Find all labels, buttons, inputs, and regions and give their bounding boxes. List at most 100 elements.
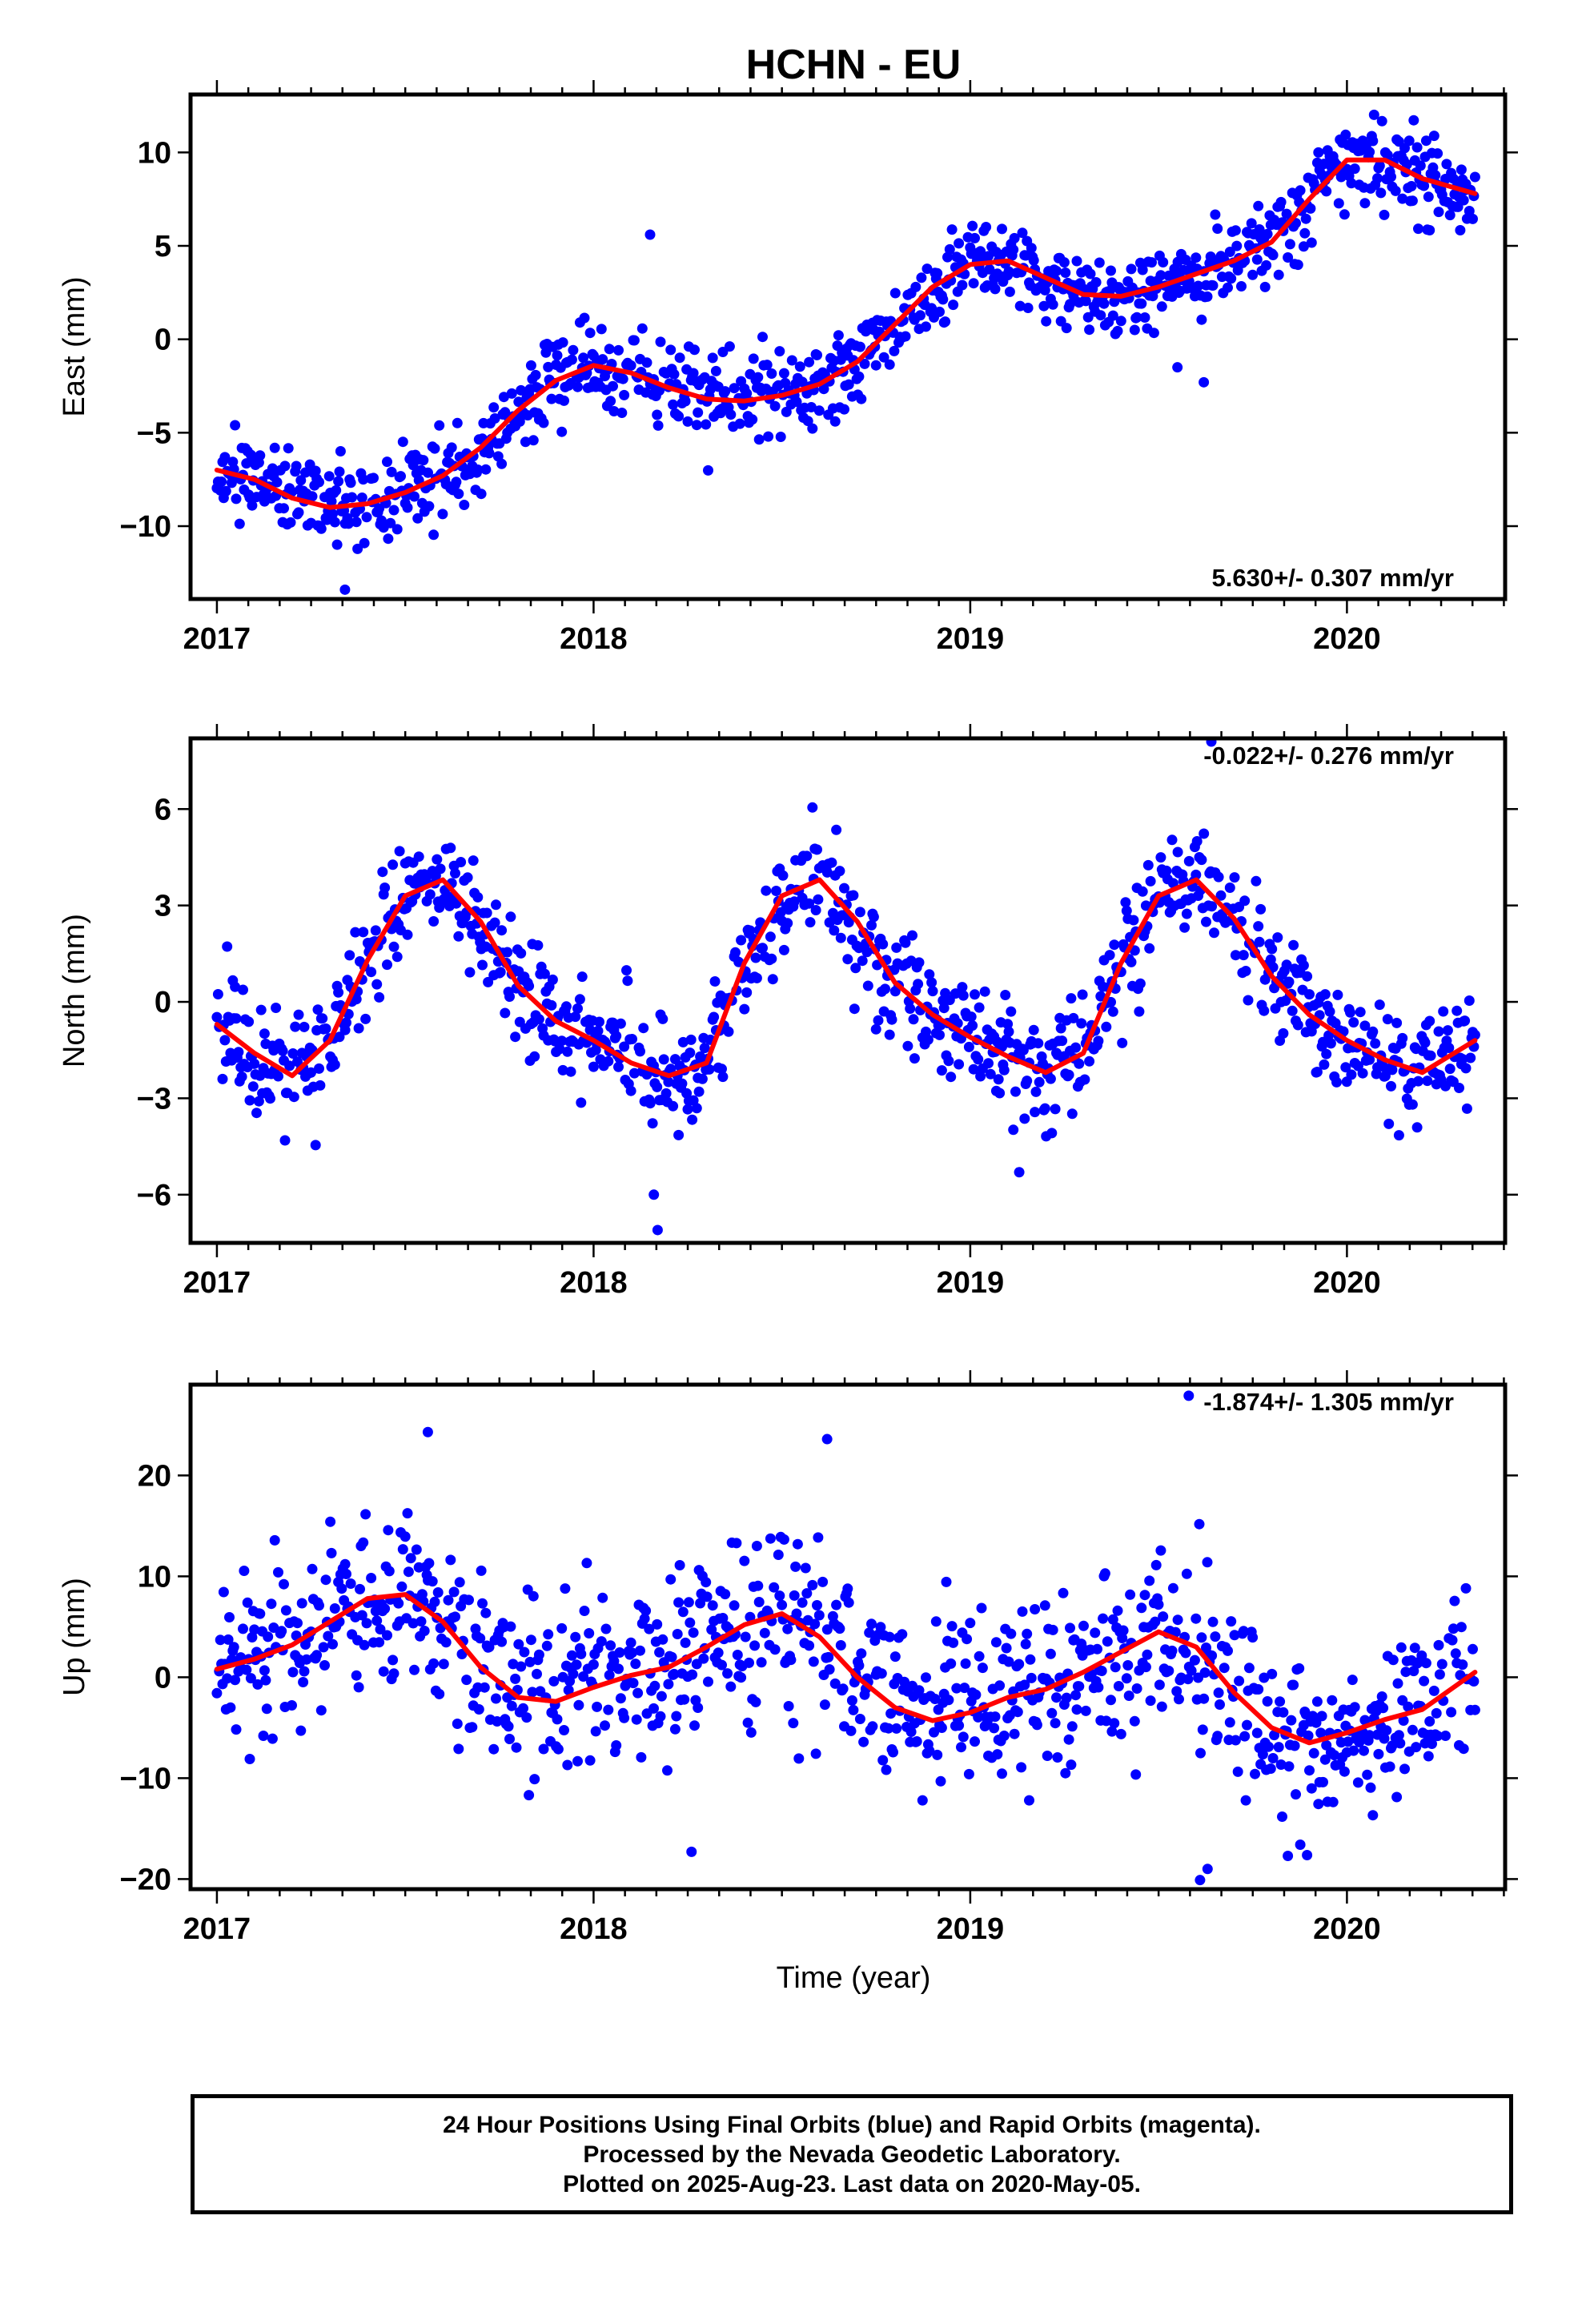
east-data-point [652, 420, 664, 431]
east-data-point [1047, 299, 1058, 310]
up-data-point [1136, 1602, 1147, 1614]
east-data-point [351, 517, 362, 528]
east-data-point [636, 323, 648, 334]
up-data-point [778, 1534, 789, 1545]
north-data-point [677, 1036, 689, 1047]
north-data-point [985, 1068, 996, 1080]
east-data-point [1447, 173, 1459, 184]
north-data-point [554, 1043, 565, 1055]
east-data-point [255, 450, 266, 461]
east-data-point [358, 474, 369, 485]
north-data-point [557, 1064, 568, 1076]
up-data-point [600, 1720, 610, 1731]
up-data-point [848, 1704, 859, 1715]
up-data-point [707, 1600, 718, 1611]
north-data-point [1370, 1038, 1381, 1049]
up-data-point [1122, 1660, 1134, 1671]
chart-title: HCHN - EU [746, 42, 962, 88]
east-data-point [1051, 265, 1062, 276]
north-data-point [765, 931, 776, 943]
up-data-point [519, 1647, 530, 1658]
north-data-point [1134, 1006, 1145, 1017]
up-data-point [701, 1577, 712, 1588]
up-data-point [800, 1562, 811, 1574]
north-data-point [533, 1014, 544, 1025]
east-data-point [1158, 257, 1169, 267]
north-data-point [1076, 1018, 1087, 1029]
east-data-point [829, 416, 841, 427]
north-data-point [350, 927, 361, 938]
up-data-point [1239, 1731, 1251, 1742]
north-data-point [821, 866, 833, 878]
up-data-point [448, 1586, 460, 1598]
east-data-point [1430, 170, 1441, 181]
up-frame [188, 1382, 1508, 1892]
north-data-point [500, 1007, 511, 1019]
east-data-point [854, 341, 865, 352]
east-data-point [234, 518, 245, 529]
up-data-point [225, 1702, 236, 1713]
up-data-point [443, 1594, 454, 1606]
east-data-point [557, 337, 568, 348]
up-data-point [1446, 1707, 1457, 1718]
north-data-point [1464, 995, 1475, 1006]
north-data-point [848, 890, 859, 901]
north-data-point [1255, 903, 1267, 915]
up-data-point [769, 1582, 780, 1593]
east-data-point [673, 411, 685, 422]
up-data-point [231, 1724, 242, 1735]
up-data-point [1215, 1699, 1225, 1710]
north-data-point [677, 1078, 688, 1089]
up-data-point [1365, 1782, 1376, 1793]
north-data-point [771, 886, 781, 896]
north-data-point [358, 927, 369, 938]
up-data-point [1273, 1742, 1284, 1753]
up-data-point [689, 1720, 700, 1731]
up-data-point [1207, 1650, 1218, 1661]
up-data-point [1457, 1659, 1468, 1671]
north-data-point [1419, 1037, 1431, 1048]
east-data-point [1305, 203, 1316, 214]
east-data-point [983, 251, 994, 262]
east-data-point [1112, 325, 1123, 336]
up-data-point [1395, 1738, 1406, 1749]
east-outlier-point [1199, 376, 1210, 388]
north-data-point [1107, 1006, 1118, 1017]
north-panel: 2017 2018 2019 2020 −6 −3 0 3 6 North (mm) -0.022+… [58, 724, 1518, 1300]
up-data-point [1316, 1711, 1327, 1722]
north-data-point [532, 940, 544, 951]
north-data-point [1433, 1026, 1444, 1037]
up-data-point [528, 1590, 539, 1602]
north-data-point [717, 1063, 727, 1075]
up-data-point [1060, 1767, 1071, 1779]
up-data-point [677, 1606, 689, 1618]
east-data-point [1390, 185, 1401, 196]
up-data-point [292, 1618, 303, 1629]
y-tick-label: −6 [137, 1179, 171, 1212]
north-data-point [873, 1015, 884, 1026]
east-data-point [1223, 282, 1233, 293]
east-data-point [701, 419, 712, 430]
up-data-point [654, 1647, 665, 1658]
up-data-point [636, 1751, 647, 1763]
up-data-point [649, 1680, 661, 1691]
north-data-point [635, 1046, 645, 1057]
east-data-point [408, 460, 419, 471]
north-data-point [1077, 989, 1088, 1000]
north-data-point [638, 1023, 649, 1034]
up-data-point [672, 1629, 683, 1639]
east-data-point [1424, 225, 1435, 235]
up-data-point [1295, 1839, 1306, 1850]
east-data-point [1017, 227, 1028, 239]
up-data-point [402, 1508, 413, 1519]
north-data-point [766, 953, 777, 964]
up-data-point [1469, 1704, 1480, 1715]
up-data-point [943, 1695, 954, 1706]
north-data-point [450, 868, 460, 879]
up-data-point [1025, 1654, 1036, 1665]
up-data-point [476, 1565, 487, 1576]
east-data-point [682, 416, 693, 427]
up-data-point [804, 1640, 815, 1651]
up-data-point [905, 1727, 917, 1737]
north-data-point [1321, 1048, 1332, 1059]
